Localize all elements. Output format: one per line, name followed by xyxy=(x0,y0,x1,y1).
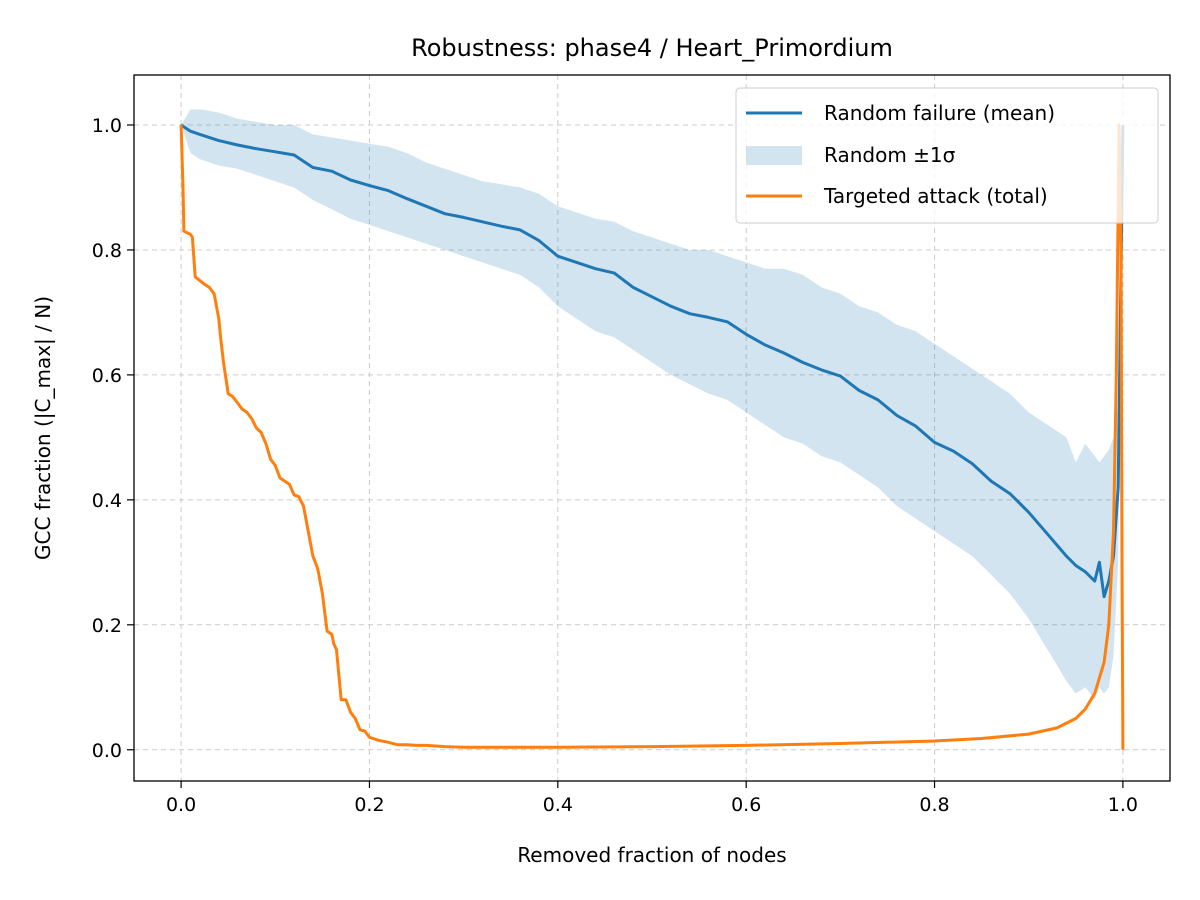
legend-label-targeted: Targeted attack (total) xyxy=(823,184,1048,208)
targeted-attack-line xyxy=(179,123,1125,750)
legend-label-random-band: Random ±1σ xyxy=(824,143,956,167)
legend: Random failure (mean) Random ±1σ Targete… xyxy=(735,87,1159,224)
legend-box xyxy=(735,87,1159,224)
y-tick-label: 0.4 xyxy=(92,490,122,512)
y-axis-label: GCC fraction (|C_max| / N) xyxy=(31,296,55,560)
y-tick-label: 1.0 xyxy=(92,115,122,137)
y-tick-label: 0.8 xyxy=(92,240,122,262)
x-axis-label: Removed fraction of nodes xyxy=(517,843,786,867)
grid-lines xyxy=(134,75,1170,781)
x-tick-label: 0.2 xyxy=(354,794,384,816)
x-tick-label: 0.0 xyxy=(166,794,196,816)
y-tick-label: 0.2 xyxy=(92,615,122,637)
series-layer xyxy=(179,109,1125,750)
chart-title: Robustness: phase4 / Heart_Primordium xyxy=(411,34,893,62)
y-tick-label: 0.0 xyxy=(92,740,122,762)
random-failure-mean-line xyxy=(180,123,1125,599)
legend-swatch-random-band xyxy=(746,146,802,165)
x-tick-label: 0.4 xyxy=(543,794,573,816)
y-tick-label: 0.6 xyxy=(92,365,122,387)
plot-frame xyxy=(133,74,1171,782)
random-std-band xyxy=(181,109,1123,700)
axis-ticks: 0.0 0.2 0.4 0.6 0.8 1.0 0.0 0.2 0.4 0.6 0.8 1.0 xyxy=(92,115,1138,816)
x-tick-label: 1.0 xyxy=(1108,794,1138,816)
legend-label-random-mean: Random failure (mean) xyxy=(824,101,1055,125)
x-tick-label: 0.6 xyxy=(731,794,761,816)
x-tick-label: 0.8 xyxy=(919,794,949,816)
